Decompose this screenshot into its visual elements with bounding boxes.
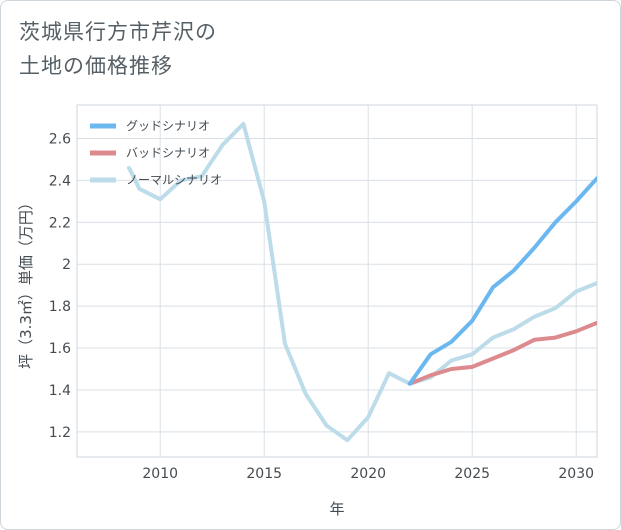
y-tick-label: 2.2: [49, 215, 71, 231]
series-line-1: [407, 320, 597, 386]
x-axis-label: 年: [329, 500, 344, 518]
x-tick-label: 2030: [558, 466, 594, 482]
series-line-0: [407, 176, 597, 386]
y-tick-label: 2.4: [49, 173, 71, 189]
y-tick-label: 1.8: [49, 299, 71, 315]
legend-label: バッドシナリオ: [126, 146, 210, 160]
series-line-2: [127, 121, 597, 443]
y-tick-label: 1.4: [49, 383, 71, 399]
x-tick-label: 2015: [246, 466, 282, 482]
x-tick-label: 2025: [454, 466, 490, 482]
y-tick-label: 1.2: [49, 425, 71, 441]
chart-title: 茨城県行方市芹沢の 土地の価格推移: [19, 20, 217, 78]
x-tick-label: 2020: [350, 466, 386, 482]
x-tick-label: 2010: [142, 466, 178, 482]
legend-label: グッドシナリオ: [126, 119, 210, 133]
y-tick-label: 2.6: [49, 132, 71, 148]
tick-labels: 2010 2015 2020 2025 2030 1.2 1.4 1.6 1.8 2 2.2 2.4 2…: [49, 132, 594, 482]
plot-area-border: [76, 104, 598, 458]
series-lines: [127, 121, 597, 443]
grid: [77, 105, 597, 457]
y-tick-label: 2: [62, 257, 71, 273]
y-axis-label: 坪（3.3㎡）単価（万円）: [17, 195, 35, 369]
legend-label: ノーマルシナリオ: [126, 173, 222, 187]
y-tick-label: 1.6: [49, 341, 71, 357]
